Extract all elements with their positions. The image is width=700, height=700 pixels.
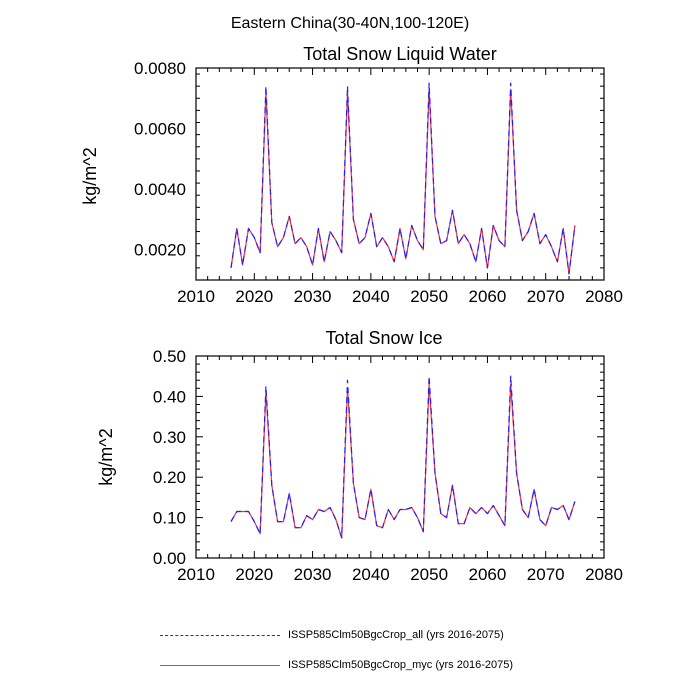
y-tick-label: 0.00 bbox=[153, 549, 186, 568]
y-tick-label: 0.0040 bbox=[134, 180, 186, 199]
series-line-all-snow-ice bbox=[230, 375, 576, 539]
series-lines-snow-ice bbox=[230, 375, 576, 539]
chart-panel-liquid-water: Total Snow Liquid Water kg/m^2 2010 2020 2… bbox=[80, 44, 623, 306]
series-lines-liquid-water bbox=[230, 82, 576, 275]
legend-entry-all: ISSP585Clm50BgcCrop_all (yrs 2016-2075) bbox=[160, 628, 580, 644]
series-line-myc-snow-ice bbox=[230, 383, 576, 539]
x-tick-label: 2050 bbox=[410, 565, 448, 584]
x-tick-label: 2070 bbox=[527, 287, 565, 306]
x-tick-label: 2080 bbox=[585, 565, 623, 584]
x-tick-label: 2070 bbox=[527, 565, 565, 584]
y-tick-label: 0.20 bbox=[153, 468, 186, 487]
x-tick-label: 2030 bbox=[294, 287, 332, 306]
y-tick-label: 0.0060 bbox=[134, 120, 186, 139]
legend-label-all: ISSP585Clm50BgcCrop_all (yrs 2016-2075) bbox=[288, 629, 504, 641]
legend-swatch-all bbox=[160, 635, 280, 636]
x-tick-label: 2060 bbox=[469, 565, 507, 584]
figure-suptitle: Eastern China(30-40N,100-120E) bbox=[231, 15, 469, 32]
y-axis-label-snow-ice: kg/m^2 bbox=[96, 428, 116, 485]
x-tick-label: 2040 bbox=[352, 565, 390, 584]
x-tick-label: 2020 bbox=[235, 565, 273, 584]
legend-label-myc: ISSP585Clm50BgcCrop_myc (yrs 2016-2075) bbox=[288, 659, 513, 671]
series-line-all-liquid-water bbox=[230, 82, 576, 275]
chart-title-snow-ice: Total Snow Ice bbox=[325, 328, 442, 348]
y-tick-label: 0.0020 bbox=[134, 241, 186, 260]
x-tick-label: 2060 bbox=[469, 287, 507, 306]
x-tick-label: 2050 bbox=[410, 287, 448, 306]
x-tick-label: 2030 bbox=[294, 565, 332, 584]
x-tick-label: 2040 bbox=[352, 287, 390, 306]
plot-frame-liquid-water bbox=[195, 67, 605, 281]
legend-entry-myc: ISSP585Clm50BgcCrop_myc (yrs 2016-2075) bbox=[160, 658, 580, 674]
y-tick-label: 0.30 bbox=[153, 428, 186, 447]
chart-panel-snow-ice: Total Snow Ice kg/m^2 2010 2020 2030 2040 20… bbox=[96, 328, 623, 584]
x-tick-label: 2080 bbox=[585, 287, 623, 306]
y-tick-label: 0.40 bbox=[153, 387, 186, 406]
y-tick-label: 0.10 bbox=[153, 509, 186, 528]
legend-swatch-myc bbox=[160, 665, 280, 666]
y-axis-label-liquid-water: kg/m^2 bbox=[80, 147, 100, 204]
y-tick-label: 0.0080 bbox=[134, 59, 186, 78]
axis-ticks-snow-ice: 2010 2020 2030 2040 2050 2060 2070 2080 0.00 0.10… bbox=[153, 347, 623, 584]
axis-ticks-liquid-water: 2010 2020 2030 2040 2050 2060 2070 2080 0.0020 0.… bbox=[134, 59, 623, 306]
plot-frame-snow-ice bbox=[195, 355, 605, 559]
x-tick-label: 2010 bbox=[177, 287, 215, 306]
x-tick-label: 2020 bbox=[235, 287, 273, 306]
x-tick-label: 2010 bbox=[177, 565, 215, 584]
chart-title-liquid-water: Total Snow Liquid Water bbox=[303, 44, 496, 64]
y-tick-label: 0.50 bbox=[153, 347, 186, 366]
